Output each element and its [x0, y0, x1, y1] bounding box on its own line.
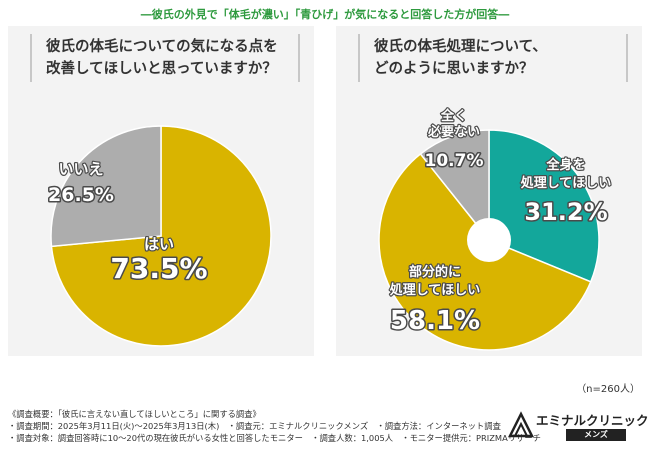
slice-label-partial-2: 処理してほしい — [389, 282, 481, 298]
slice-label-no: いいえ — [58, 160, 103, 178]
right-question-line-1: 彼氏の体毛処理について、 — [374, 39, 547, 55]
sample-size: （n=260人） — [576, 384, 640, 395]
slice-label-not-needed-1: 全く — [440, 108, 467, 124]
slice-label-yes: はい — [144, 235, 174, 253]
donut-slice-whole-body — [488, 129, 600, 283]
slice-value-no: 26.5% — [48, 184, 114, 206]
donut-hole — [467, 218, 511, 262]
left-question-line-1: 彼氏の体毛についての気になる点を — [46, 39, 278, 55]
slice-label-not-needed-2: 必要ない — [427, 124, 480, 140]
slice-label-partial-1: 部分的に — [409, 264, 461, 280]
notes-line-1: 《調査概要：「彼氏に言えない直してほしいところ」に関する調査》 — [8, 409, 261, 419]
clinic-logo-icon — [507, 411, 535, 438]
right-question: 彼氏の体毛処理について、 どのように思いますか？ — [358, 34, 628, 82]
donut-slice-not-needed — [419, 129, 490, 243]
slice-value-yes: 73.5% — [110, 252, 207, 285]
clinic-logo: エミナルクリニック メンズ — [506, 408, 649, 444]
left-panel: 彼氏の体毛についての気になる点を 改善してほしいと思っていますか？ はい 73.5… — [8, 26, 314, 356]
slice-value-not-needed: 10.7% — [425, 151, 484, 171]
pie-slice-no — [50, 125, 162, 248]
slice-value-whole-body: 31.2% — [524, 198, 607, 226]
left-question-line-2: 改善してほしいと思っていますか？ — [46, 61, 277, 77]
slice-label-whole-body-2: 処理してほしい — [520, 175, 612, 191]
clinic-logo-sub: メンズ — [566, 429, 626, 441]
notes-line-2: ・調査期間：2025年3月11日(火)～2025年3月13日(木) ・調査元：エ… — [8, 421, 501, 431]
survey-header: ―彼氏の外見で「体毛が濃い」「青ひげ」が気になると回答した方が回答― — [140, 8, 510, 21]
slice-value-partial: 58.1% — [390, 306, 480, 336]
clinic-logo-name: エミナルクリニック — [536, 413, 649, 428]
right-question-line-2: どのように思いますか？ — [374, 61, 534, 77]
left-question: 彼氏の体毛についての気になる点を 改善してほしいと思っていますか？ — [30, 34, 300, 82]
survey-notes: 《調査概要：「彼氏に言えない直してほしいところ」に関する調査》 ・調査期間：20… — [8, 408, 541, 444]
slice-label-whole-body-1: 全身を — [545, 157, 585, 173]
notes-line-3: ・調査対象：調査回答時に10～20代の現在彼氏がいる女性と回答したモニター ・調… — [8, 433, 541, 443]
right-panel: 彼氏の体毛処理について、 どのように思いますか？ 全身を処理してほしい 31.2%… — [336, 26, 642, 356]
right-donut-chart: 全身を処理してほしい31.2%部分的に処理してほしい58.1%全く必要ない10.… — [378, 107, 613, 351]
